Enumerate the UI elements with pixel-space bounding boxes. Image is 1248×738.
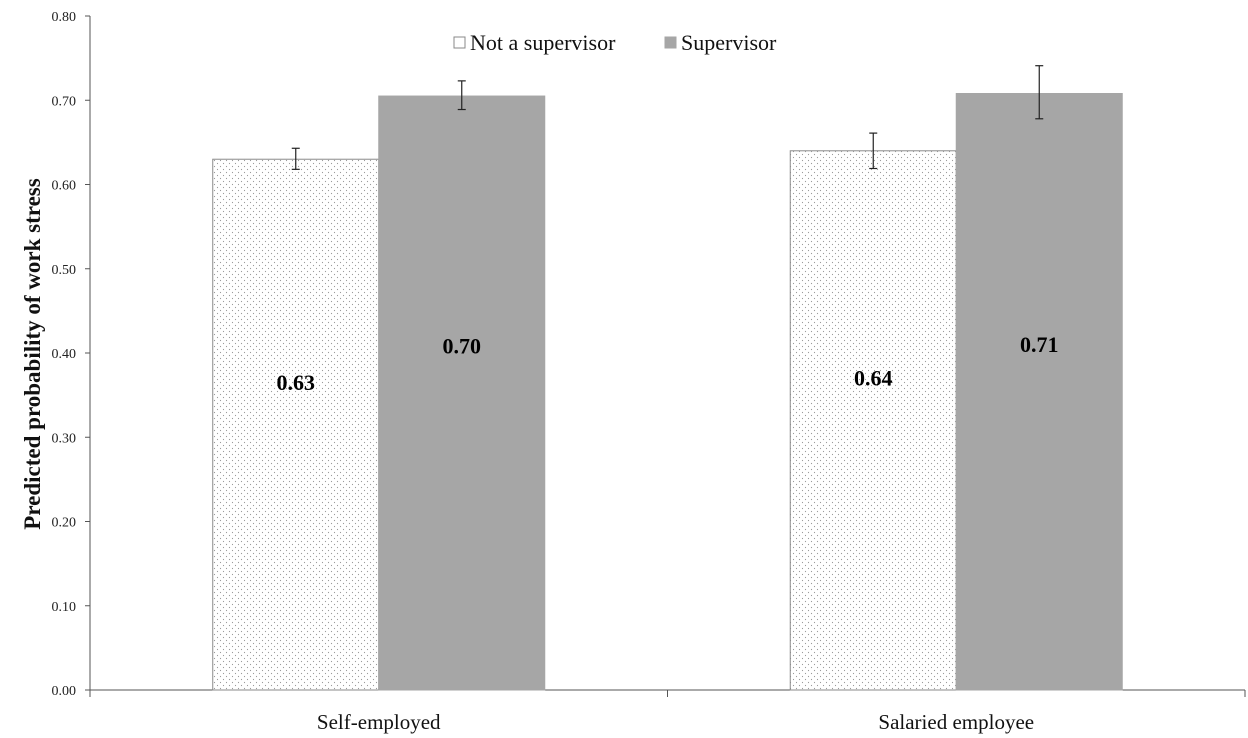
bar xyxy=(955,93,1123,691)
y-tick-label: 0.60 xyxy=(52,179,77,194)
data-label: 0.63 xyxy=(277,370,316,395)
legend-swatch xyxy=(453,36,466,49)
data-label: 0.70 xyxy=(443,334,482,359)
x-tick-label: Salaried employee xyxy=(878,710,1034,734)
y-tick-label: 0.50 xyxy=(52,263,77,278)
bars xyxy=(212,93,1123,691)
x-tick-label: Self-employed xyxy=(317,710,441,734)
y-tick-label: 0.30 xyxy=(52,431,77,446)
y-tick-label: 0.80 xyxy=(52,10,77,25)
data-label: 0.64 xyxy=(854,365,893,390)
legend: Not a supervisor Supervisor xyxy=(453,30,777,55)
y-tick-label: 0.70 xyxy=(52,94,77,109)
data-labels: 0.63 0.70 0.64 0.71 xyxy=(277,332,1059,395)
error-bars xyxy=(291,65,1044,170)
y-axis-label: Predicted probability of work stress xyxy=(20,178,45,529)
y-tick-label: 0.00 xyxy=(52,684,77,699)
legend-swatch xyxy=(664,36,677,49)
y-tick-label: 0.20 xyxy=(52,516,77,531)
y-tick-label: 0.40 xyxy=(52,347,77,362)
axes: 0.00 0.10 0.20 0.30 0.40 0.50 0.60 0.70 0.80 Self… xyxy=(52,10,1246,734)
bar xyxy=(789,150,957,691)
bar xyxy=(212,158,380,691)
legend-label: Supervisor xyxy=(681,30,777,55)
y-tick-label: 0.10 xyxy=(52,600,77,615)
data-label: 0.71 xyxy=(1020,332,1059,357)
legend-label: Not a supervisor xyxy=(470,30,616,55)
bar xyxy=(378,95,546,691)
